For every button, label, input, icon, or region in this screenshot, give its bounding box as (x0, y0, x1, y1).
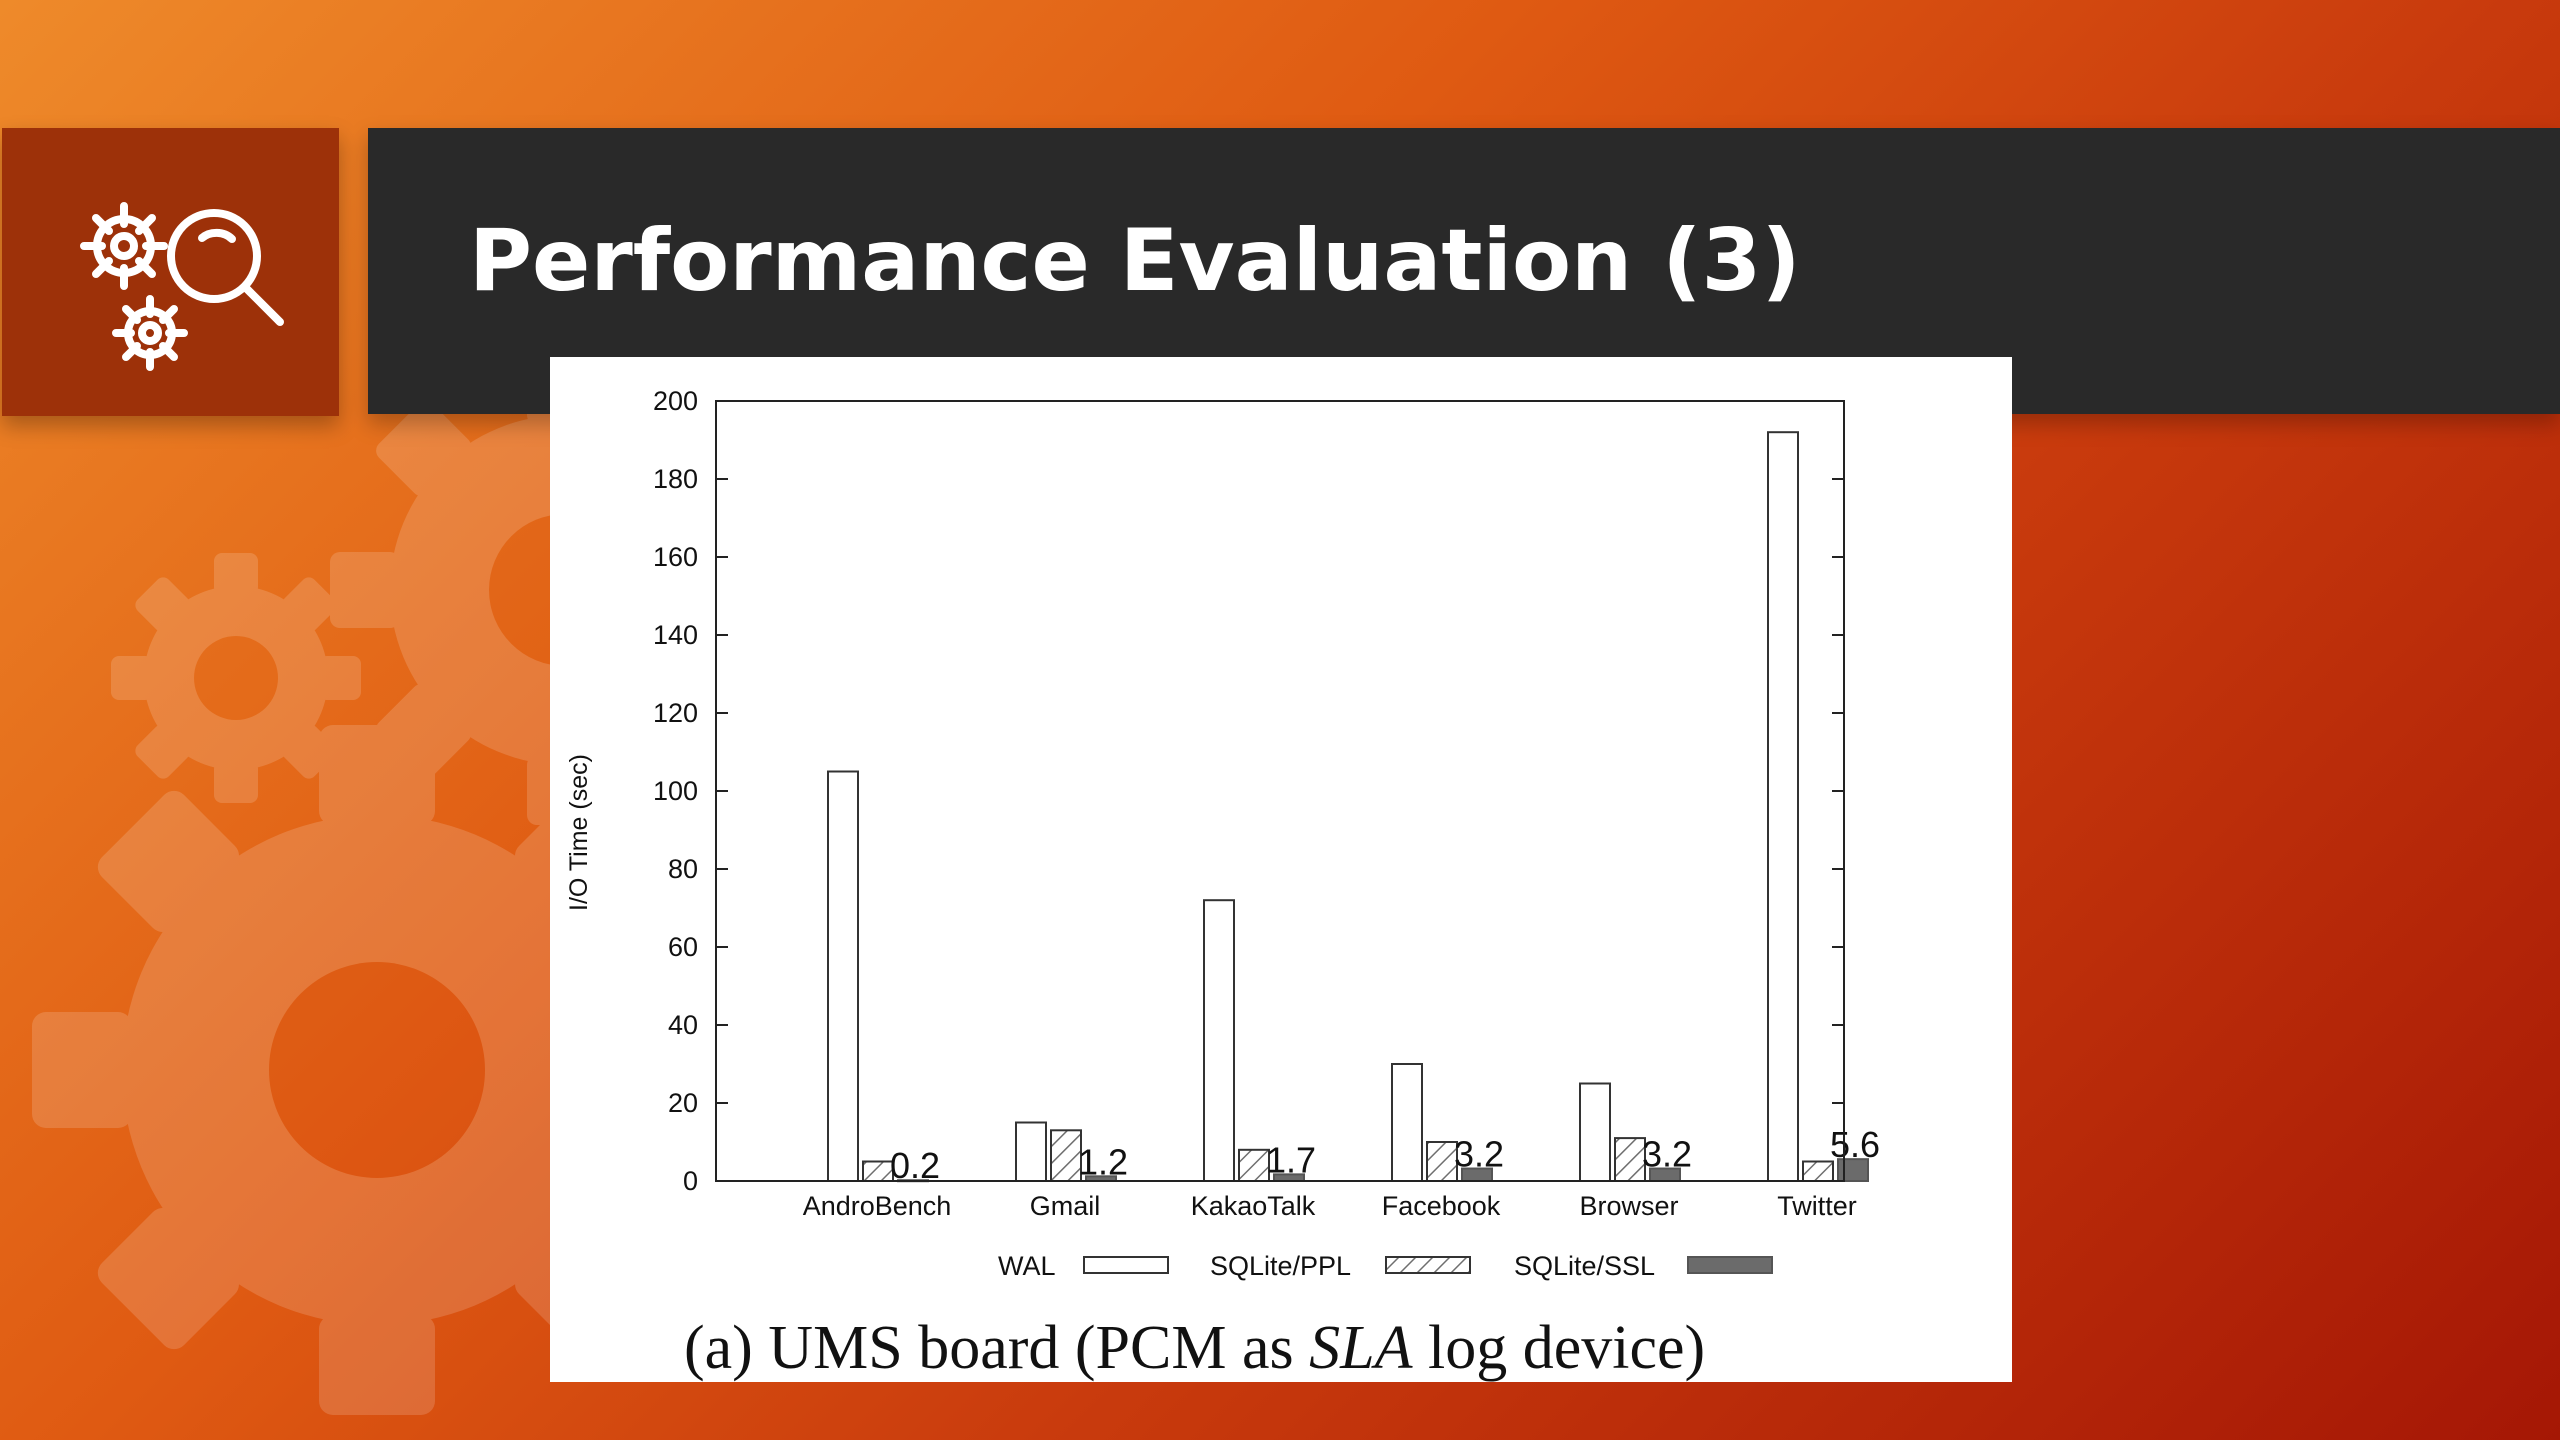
y-tick-label-120: 120 (653, 698, 698, 728)
y-tick-label-100: 100 (653, 776, 698, 806)
bar-value-label-twitter: 5.6 (1830, 1124, 1880, 1165)
caption-suffix: log device) (1412, 1314, 1705, 1382)
x-tick-label-androbench: AndroBench (803, 1191, 952, 1221)
chart-caption: (a) UMS board (PCM as SLA log device) (684, 1314, 1705, 1382)
y-tick-label-160: 160 (653, 542, 698, 572)
y-tick-label-0: 0 (683, 1166, 698, 1196)
y-tick-label-80: 80 (668, 854, 698, 884)
y-tick-label-40: 40 (668, 1010, 698, 1040)
bar-wal-kakaotalk (1203, 899, 1235, 1182)
y-tick-label-200: 200 (653, 386, 698, 416)
slide-title: Performance Evaluation (3) (469, 211, 1801, 311)
bar-value-label-facebook: 3.2 (1454, 1134, 1504, 1175)
legend-label-sqlite-ppl: SQLite/PPL (1210, 1251, 1351, 1281)
x-tick-label-browser: Browser (1579, 1191, 1678, 1221)
bar-value-label-browser: 3.2 (1642, 1134, 1692, 1175)
bar-sqlite-ppl-gmail (1050, 1129, 1082, 1182)
chart-card: 0.2 1.2 1.7 3.2 3.2 5.6 AndroBench Gmail KakaoT… (550, 357, 2012, 1382)
caption-prefix: (a) UMS board (PCM as (684, 1314, 1309, 1382)
legend-label-sqlite-ssl: SQLite/SSL (1514, 1251, 1655, 1281)
x-tick-label-twitter: Twitter (1777, 1191, 1857, 1221)
legend-swatch-sqlite-ppl (1385, 1256, 1471, 1274)
bar-sqlite-ssl-twitter (1837, 1158, 1869, 1182)
bar-sqlite-ppl-kakaotalk (1238, 1148, 1270, 1182)
plot-frame (715, 400, 1845, 1182)
bar-sqlite-ppl-facebook (1426, 1141, 1458, 1182)
legend-swatch-wal (1083, 1256, 1169, 1274)
bar-value-label-androbench: 0.2 (890, 1145, 940, 1186)
y-tick-label-60: 60 (668, 932, 698, 962)
gears-magnifier-icon (80, 202, 284, 371)
slide-icon-tile (2, 128, 339, 416)
bar-wal-twitter (1767, 431, 1799, 1182)
bar-value-label-gmail: 1.2 (1078, 1141, 1128, 1182)
y-tick-label-20: 20 (668, 1088, 698, 1118)
bar-wal-browser (1579, 1082, 1611, 1182)
bar-wal-androbench (827, 770, 859, 1182)
x-tick-label-facebook: Facebook (1382, 1191, 1501, 1221)
legend-swatch-sqlite-ssl (1687, 1256, 1773, 1274)
bar-chart: 0.2 1.2 1.7 3.2 3.2 5.6 AndroBench Gmail KakaoT… (565, 386, 1880, 1382)
y-tick-label-180: 180 (653, 464, 698, 494)
y-tick-label-140: 140 (653, 620, 698, 650)
y-axis-title: I/O Time (sec) (565, 754, 593, 911)
bar-sqlite-ppl-androbench (862, 1160, 894, 1182)
bar-sqlite-ppl-twitter (1802, 1160, 1834, 1182)
x-tick-label-gmail: Gmail (1030, 1191, 1101, 1221)
bar-sqlite-ppl-browser (1614, 1137, 1646, 1182)
bar-value-label-kakaotalk: 1.7 (1266, 1139, 1316, 1180)
small-gear-icon (111, 553, 361, 803)
legend-label-wal: WAL (998, 1251, 1056, 1281)
caption-emphasis: SLA (1309, 1314, 1413, 1382)
bar-wal-facebook (1391, 1063, 1423, 1182)
bar-wal-gmail (1015, 1121, 1047, 1182)
x-tick-label-kakaotalk: KakaoTalk (1191, 1191, 1316, 1221)
